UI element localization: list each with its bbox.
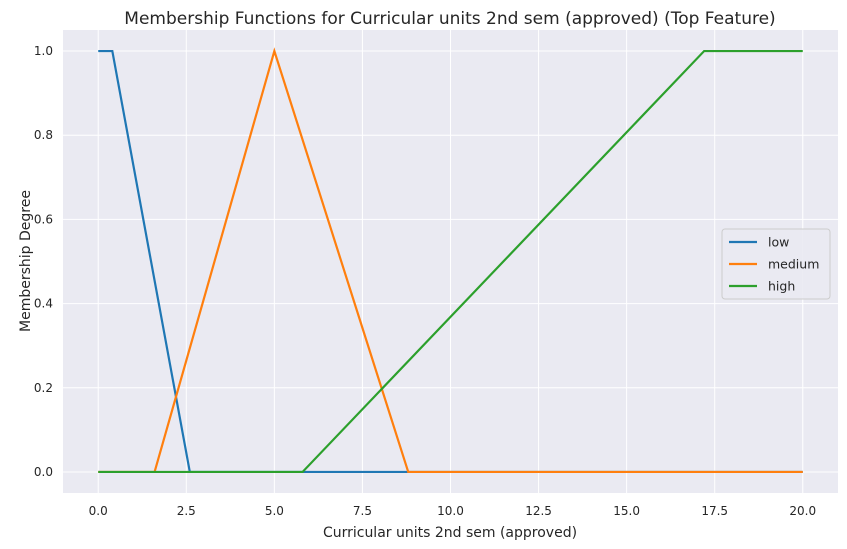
- y-tick-label: 0.0: [34, 465, 53, 479]
- chart-title: Membership Functions for Curricular unit…: [124, 9, 775, 29]
- x-tick-label: 15.0: [613, 504, 640, 518]
- x-tick-label: 2.5: [177, 504, 196, 518]
- legend-box: [721, 228, 831, 300]
- x-tick-label: 12.5: [525, 504, 552, 518]
- y-tick-label: 0.6: [34, 212, 53, 226]
- y-tick-label: 1.0: [34, 44, 53, 58]
- y-axis-label: Membership Degree: [18, 190, 34, 332]
- legend-label-low: low: [768, 235, 789, 250]
- x-tick-label: 20.0: [789, 504, 816, 518]
- x-axis-label: Curricular units 2nd sem (approved): [323, 525, 577, 541]
- x-tick-label: 0.0: [89, 504, 108, 518]
- y-tick-label: 0.2: [34, 381, 53, 395]
- series-line-high: [98, 49, 803, 474]
- x-tick-label: 7.5: [353, 504, 372, 518]
- x-tick-label: 5.0: [265, 504, 284, 518]
- legend: low medium high: [721, 228, 831, 300]
- y-tick-label: 0.4: [34, 297, 53, 311]
- tick-labels: 0.0 2.5 5.0 7.5 10.0 12.5 15.0 17.5 20.0 0.0 0.2 0.…: [34, 44, 816, 518]
- legend-label-medium: medium: [768, 257, 819, 272]
- x-tick-label: 10.0: [437, 504, 464, 518]
- series-layer: [98, 47, 803, 474]
- x-tick-label: 17.5: [701, 504, 728, 518]
- legend-label-high: high: [768, 279, 795, 294]
- y-tick-label: 0.8: [34, 128, 53, 142]
